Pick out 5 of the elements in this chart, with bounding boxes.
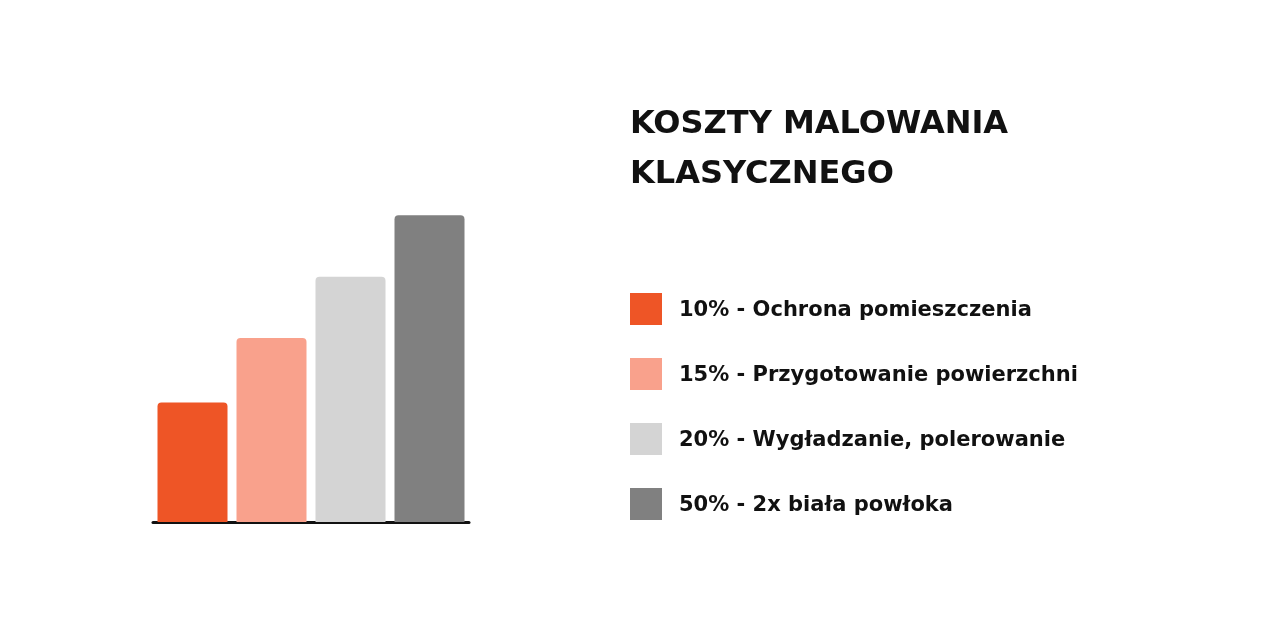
legend-label: 20% - Wygładzanie, polerowanie xyxy=(679,427,1066,451)
legend-label: 50% - 2x biała powłoka xyxy=(679,492,953,516)
text: KOSZTY MALOWANIA KLASYCZNEGO xyxy=(630,103,1020,191)
legend-label: 15% - Przygotowanie powierzchni xyxy=(679,362,1078,386)
legend-label: 10% - Ochrona pomieszczenia xyxy=(679,297,1032,321)
